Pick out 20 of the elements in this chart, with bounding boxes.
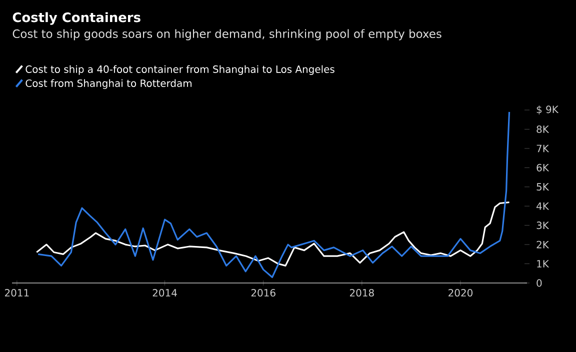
x-tick-label: 2014 xyxy=(152,289,177,297)
chart-subtitle: Cost to ship goods soars on higher demand, shrinking pool of empty boxes xyxy=(12,29,442,40)
y-tick-label: 2K xyxy=(536,240,550,248)
x-tick-label: 2018 xyxy=(350,289,374,297)
y-tick-label: $ 9K xyxy=(536,105,559,115)
y-tick-label: 0 xyxy=(536,279,542,287)
x-tick-label: 2011 xyxy=(4,289,29,297)
y-tick-label: 4K xyxy=(536,202,550,210)
y-tick-label: 5K xyxy=(536,183,550,191)
y-tick-label: 1K xyxy=(537,260,550,268)
chart-title: Costly Containers xyxy=(12,12,140,25)
y-tick-label: 3K xyxy=(536,222,550,230)
y-tick-label: 8K xyxy=(536,125,550,133)
line-series xyxy=(36,201,510,266)
legend-label: Cost to ship a 40-foot container from Shanghai to Los Angeles xyxy=(26,65,334,75)
y-tick-label: 7K xyxy=(536,144,550,152)
x-tick-label: 2016 xyxy=(251,289,276,297)
y-tick-label: 6K xyxy=(536,164,550,172)
x-tick-label: 2020 xyxy=(448,289,472,297)
legend-label: Cost from Shanghai to Rotterdam xyxy=(26,79,192,89)
